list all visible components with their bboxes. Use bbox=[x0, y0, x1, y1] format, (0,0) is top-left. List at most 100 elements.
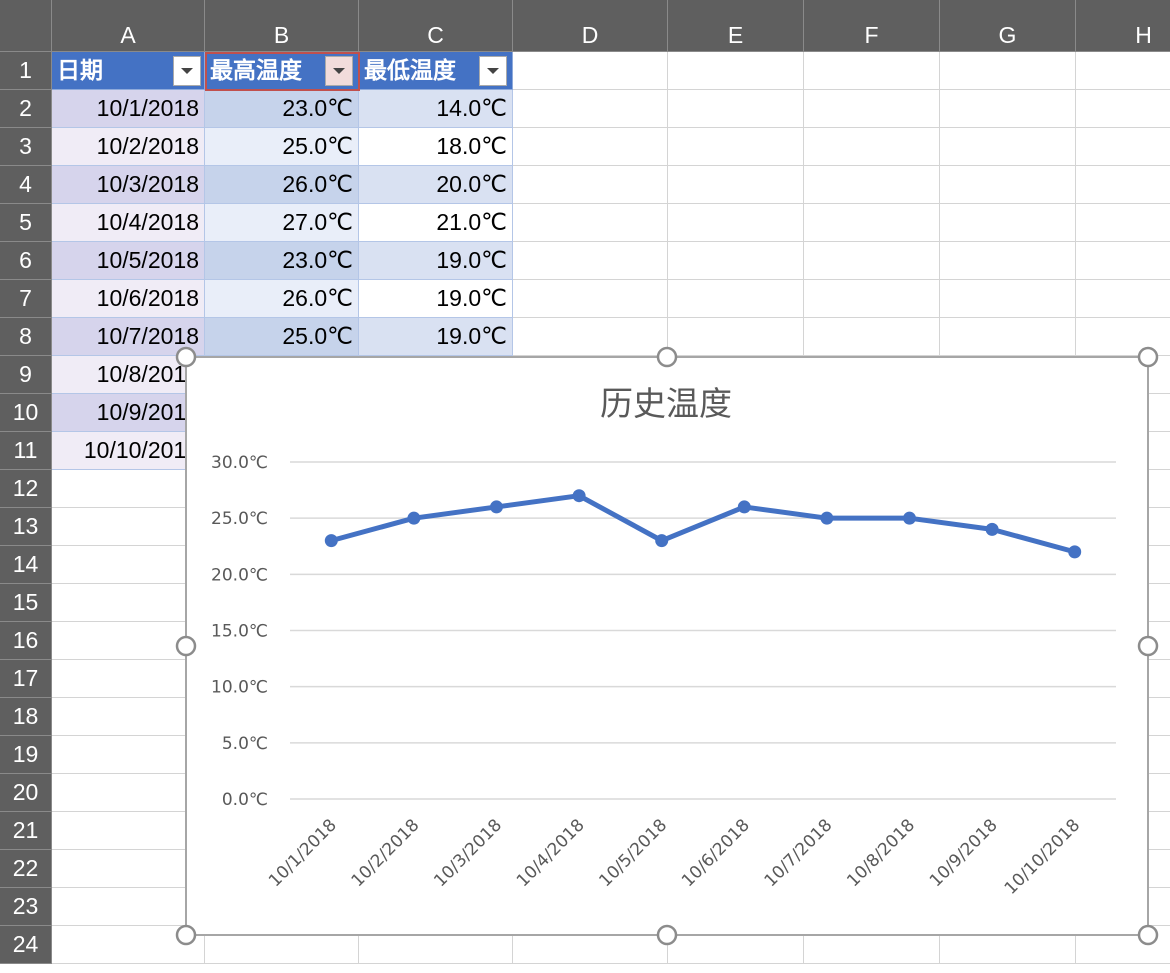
table-cell[interactable]: 19.0℃ bbox=[359, 318, 513, 356]
table-cell[interactable]: 27.0℃ bbox=[205, 204, 359, 242]
resize-handle[interactable] bbox=[656, 346, 678, 368]
row-header[interactable]: 18 bbox=[0, 698, 52, 736]
cell[interactable] bbox=[513, 166, 668, 204]
resize-handle[interactable] bbox=[175, 346, 197, 368]
cell[interactable] bbox=[1076, 242, 1170, 280]
cell[interactable] bbox=[940, 52, 1076, 90]
cell[interactable] bbox=[804, 926, 940, 964]
cell[interactable] bbox=[1076, 166, 1170, 204]
column-header[interactable]: A bbox=[52, 0, 205, 52]
cell[interactable] bbox=[513, 242, 668, 280]
row-header[interactable]: 22 bbox=[0, 850, 52, 888]
table-cell[interactable]: 23.0℃ bbox=[205, 90, 359, 128]
cell[interactable] bbox=[359, 926, 513, 964]
column-header[interactable]: H bbox=[1076, 0, 1170, 52]
cell[interactable] bbox=[804, 318, 940, 356]
cell[interactable] bbox=[804, 280, 940, 318]
column-header[interactable]: C bbox=[359, 0, 513, 52]
cell[interactable] bbox=[668, 926, 804, 964]
row-header[interactable]: 3 bbox=[0, 128, 52, 166]
cell[interactable] bbox=[804, 90, 940, 128]
cell[interactable] bbox=[513, 90, 668, 128]
cell[interactable] bbox=[668, 318, 804, 356]
cell[interactable] bbox=[940, 166, 1076, 204]
resize-handle[interactable] bbox=[1137, 346, 1159, 368]
resize-handle[interactable] bbox=[175, 924, 197, 946]
table-cell[interactable]: 25.0℃ bbox=[205, 318, 359, 356]
cell[interactable] bbox=[1076, 52, 1170, 90]
cell[interactable] bbox=[668, 280, 804, 318]
cell[interactable] bbox=[1076, 204, 1170, 242]
cell[interactable] bbox=[804, 52, 940, 90]
resize-handle[interactable] bbox=[1137, 635, 1159, 657]
resize-handle[interactable] bbox=[1137, 924, 1159, 946]
cell[interactable] bbox=[1076, 128, 1170, 166]
cell[interactable] bbox=[513, 128, 668, 166]
row-header[interactable]: 23 bbox=[0, 888, 52, 926]
cell[interactable] bbox=[513, 204, 668, 242]
table-cell[interactable]: 10/6/2018 bbox=[52, 280, 205, 318]
cell[interactable] bbox=[1076, 926, 1170, 964]
filter-dropdown[interactable] bbox=[479, 56, 507, 86]
table-cell[interactable]: 19.0℃ bbox=[359, 280, 513, 318]
row-header[interactable]: 4 bbox=[0, 166, 52, 204]
row-header[interactable]: 21 bbox=[0, 812, 52, 850]
table-cell[interactable]: 26.0℃ bbox=[205, 166, 359, 204]
table-cell[interactable]: 19.0℃ bbox=[359, 242, 513, 280]
table-cell[interactable]: 18.0℃ bbox=[359, 128, 513, 166]
cell[interactable] bbox=[52, 926, 205, 964]
row-header[interactable]: 9 bbox=[0, 356, 52, 394]
table-cell[interactable]: 25.0℃ bbox=[205, 128, 359, 166]
resize-handle[interactable] bbox=[656, 924, 678, 946]
table-cell[interactable]: 10/7/2018 bbox=[52, 318, 205, 356]
cell[interactable] bbox=[940, 280, 1076, 318]
table-cell[interactable]: 14.0℃ bbox=[359, 90, 513, 128]
cell[interactable] bbox=[940, 318, 1076, 356]
row-header[interactable]: 19 bbox=[0, 736, 52, 774]
column-header[interactable]: G bbox=[940, 0, 1076, 52]
table-cell[interactable]: 10/3/2018 bbox=[52, 166, 205, 204]
cell[interactable] bbox=[668, 128, 804, 166]
table-cell[interactable]: 20.0℃ bbox=[359, 166, 513, 204]
cell[interactable] bbox=[205, 926, 359, 964]
cell[interactable] bbox=[668, 166, 804, 204]
table-cell[interactable]: 10/8/2018 bbox=[52, 356, 205, 394]
cell[interactable] bbox=[1076, 90, 1170, 128]
cell[interactable] bbox=[940, 204, 1076, 242]
cell[interactable] bbox=[668, 52, 804, 90]
row-header[interactable]: 13 bbox=[0, 508, 52, 546]
cell[interactable] bbox=[804, 242, 940, 280]
row-header[interactable]: 7 bbox=[0, 280, 52, 318]
cell[interactable] bbox=[1076, 280, 1170, 318]
column-header[interactable]: E bbox=[668, 0, 804, 52]
cell[interactable] bbox=[940, 926, 1076, 964]
row-header[interactable]: 5 bbox=[0, 204, 52, 242]
column-header[interactable]: B bbox=[205, 0, 359, 52]
row-header[interactable]: 15 bbox=[0, 584, 52, 622]
table-cell[interactable]: 26.0℃ bbox=[205, 280, 359, 318]
cell[interactable] bbox=[804, 128, 940, 166]
table-cell[interactable]: 10/5/2018 bbox=[52, 242, 205, 280]
table-cell[interactable]: 10/9/2018 bbox=[52, 394, 205, 432]
row-header[interactable]: 1 bbox=[0, 52, 52, 90]
cell[interactable] bbox=[513, 280, 668, 318]
table-cell[interactable]: 10/1/2018 bbox=[52, 90, 205, 128]
row-header[interactable]: 17 bbox=[0, 660, 52, 698]
table-cell[interactable]: 21.0℃ bbox=[359, 204, 513, 242]
cell[interactable] bbox=[513, 318, 668, 356]
row-header[interactable]: 8 bbox=[0, 318, 52, 356]
cell[interactable] bbox=[668, 242, 804, 280]
chart-area[interactable] bbox=[185, 356, 1149, 936]
cell[interactable] bbox=[513, 52, 668, 90]
resize-handle[interactable] bbox=[175, 635, 197, 657]
filter-dropdown[interactable] bbox=[173, 56, 201, 86]
cell[interactable] bbox=[1076, 318, 1170, 356]
row-header[interactable]: 2 bbox=[0, 90, 52, 128]
select-all[interactable] bbox=[0, 0, 52, 52]
row-header[interactable]: 12 bbox=[0, 470, 52, 508]
cell[interactable] bbox=[940, 242, 1076, 280]
row-header[interactable]: 10 bbox=[0, 394, 52, 432]
filter-dropdown[interactable] bbox=[325, 56, 353, 86]
table-cell[interactable]: 10/2/2018 bbox=[52, 128, 205, 166]
row-header[interactable]: 24 bbox=[0, 926, 52, 964]
